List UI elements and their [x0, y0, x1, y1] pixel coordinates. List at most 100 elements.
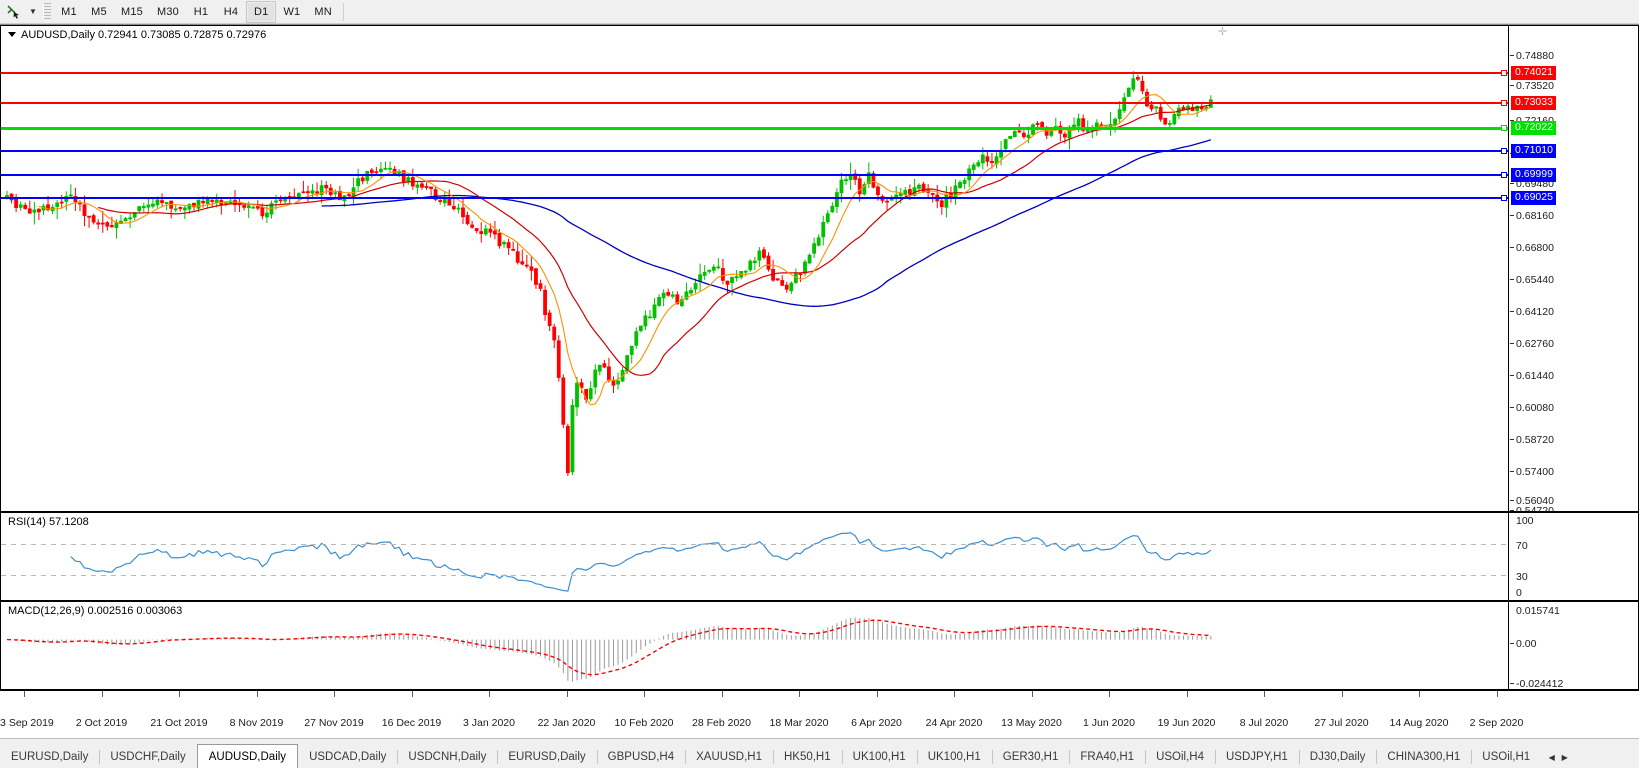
symbol-tab-hk50-h1[interactable]: HK50,H1 [772, 746, 842, 768]
date-tick [334, 691, 335, 697]
date-axis-label: 27 Nov 2019 [304, 717, 364, 729]
price-level-badge[interactable]: 0.69999 [1511, 168, 1556, 182]
tab-scroll-controls[interactable]: ◀ ▶ [1545, 746, 1571, 768]
symbol-tab-xauusd-h1[interactable]: XAUUSD,H1 [685, 746, 773, 768]
symbol-tab-ger30-h1[interactable]: GER30,H1 [991, 746, 1070, 768]
date-axis-label: 3 Jan 2020 [463, 717, 515, 729]
timeframe-m1[interactable]: M1 [61, 5, 77, 18]
date-axis-label: 13 Sep 2019 [0, 717, 54, 729]
timeframe-h4[interactable]: H4 [223, 5, 239, 18]
chart-menu-icon[interactable] [8, 32, 16, 37]
macd-pane[interactable]: MACD(12,26,9) 0.002516 0.003063 0.015741… [0, 601, 1639, 690]
symbol-tab-china300-h1[interactable]: CHINA300,H1 [1376, 746, 1471, 768]
rsi-line-series [70, 532, 1212, 592]
macd-plot[interactable] [1, 602, 1508, 689]
scroll-right-icon[interactable]: ▶ [1561, 752, 1568, 762]
symbol-tab-usoil-h1[interactable]: USOil,H1 [1471, 746, 1541, 768]
date-axis-label: 18 Mar 2020 [769, 717, 829, 729]
date-tick [954, 691, 955, 697]
timeframe-mn[interactable]: MN [314, 5, 332, 18]
timeframe-h1[interactable]: H1 [193, 5, 209, 18]
price-tick-label: 0.73520 [1510, 80, 1554, 92]
symbol-tab-audusd-daily[interactable]: AUDUSD,Daily [196, 744, 299, 768]
price-level-badge[interactable]: 0.74021 [1511, 66, 1556, 80]
date-axis-label: 8 Jul 2020 [1239, 717, 1289, 729]
symbol-tab-fra40-h1[interactable]: FRA40,H1 [1069, 746, 1145, 768]
date-tick [876, 691, 878, 697]
date-axis-label: 27 Jul 2020 [1314, 717, 1369, 729]
symbol-tab-uk100-h1[interactable]: UK100,H1 [916, 746, 992, 768]
date-tick [644, 691, 645, 697]
price-tick-label: 0.57400 [1510, 466, 1554, 478]
symbol-tab-usdchf-daily[interactable]: USDCHF,Daily [99, 746, 196, 768]
price-tick-label: 0.66800 [1510, 242, 1554, 254]
price-axis[interactable]: 0.748800.735200.721600.708400.694800.681… [1508, 26, 1638, 516]
price-tick-label: 0.60080 [1510, 402, 1554, 414]
macd-axis[interactable]: 0.015741 0.00 -0.024412 [1508, 602, 1638, 689]
date-tick [489, 691, 490, 697]
symbol-tab-gbpusd-h4[interactable]: GBPUSD,H4 [596, 746, 685, 768]
timeframe-m5[interactable]: M5 [91, 5, 107, 18]
resistance-line-2[interactable] [1, 100, 1508, 106]
rsi-pane-title: RSI(14) 57.1208 [8, 516, 89, 528]
resistance-line-1[interactable] [1, 70, 1508, 76]
date-axis-label: 6 Apr 2020 [851, 717, 902, 729]
date-axis[interactable]: 13 Sep 2019 2 Oct 2019 21 Oct 2019 8 Nov 20… [0, 690, 1639, 739]
price-level-badge[interactable]: 0.71010 [1511, 144, 1556, 158]
timeframe-w1[interactable]: W1 [283, 5, 301, 18]
date-tick [1031, 691, 1033, 697]
price-pane-title: AUDUSD,Daily 0.72941 0.73085 0.72875 0.7… [8, 29, 266, 41]
price-tick-label: 0.74880 [1510, 50, 1554, 62]
rsi-tick-label: 30 [1516, 571, 1528, 583]
timeframe-d1[interactable]: D1 [246, 0, 277, 23]
date-axis-label: 2 Oct 2019 [75, 717, 128, 729]
support-line-3[interactable] [1, 195, 1508, 201]
timeframe-m30[interactable]: M30 [157, 5, 179, 18]
price-level-badge[interactable]: 0.69025 [1511, 191, 1556, 205]
price-plot[interactable]: ✛ [1, 26, 1508, 511]
macd-tick-label: 0.015741 [1516, 605, 1560, 617]
support-line-1[interactable] [1, 148, 1508, 154]
crosshair-cursor-icon[interactable] [0, 1, 26, 23]
date-tick [566, 691, 568, 697]
symbol-tab-dj30-daily[interactable]: DJ30,Daily [1298, 746, 1377, 768]
rsi-axis[interactable]: 100 70 30 0 [1508, 513, 1638, 600]
date-tick [799, 691, 800, 697]
rsi-tick-label: 70 [1516, 540, 1528, 552]
price-level-badge[interactable]: 0.73033 [1511, 96, 1556, 110]
pivot-line[interactable] [1, 125, 1508, 131]
symbol-tab-usoil-h4[interactable]: USOil,H4 [1145, 746, 1215, 768]
symbol-tab-uk100-h1[interactable]: UK100,H1 [841, 746, 917, 768]
symbol-tab-bar: EURUSD,Daily USDCHF,Daily AUDUSD,Daily USDC… [0, 738, 1639, 768]
macd-histogram-series [6, 617, 1212, 682]
price-tick-label: 0.68160 [1510, 210, 1554, 222]
symbol-tab-usdjpy-h1[interactable]: USDJPY,H1 [1215, 746, 1299, 768]
date-tick [101, 691, 103, 697]
price-tick-label: 0.69480 [1510, 178, 1554, 190]
toolbar-grip[interactable] [43, 2, 51, 21]
symbol-tab-eurusd-daily[interactable]: EURUSD,Daily [11, 751, 89, 763]
price-tick-label: 0.65440 [1510, 274, 1554, 286]
symbol-tab-usdcad-daily[interactable]: USDCAD,Daily [309, 751, 387, 763]
date-axis-label: 14 Aug 2020 [1389, 717, 1449, 729]
date-axis-label: 21 Oct 2019 [150, 717, 208, 729]
scroll-left-icon[interactable]: ◀ [1548, 752, 1555, 762]
symbol-tab-eurusd-daily[interactable]: EURUSD,Daily [497, 746, 596, 768]
price-tick-label: 0.62760 [1510, 338, 1554, 350]
date-tick [179, 691, 180, 697]
date-axis-label: 1 Jun 2020 [1083, 717, 1135, 729]
rsi-pane[interactable]: RSI(14) 57.1208 100 70 30 0 [0, 512, 1639, 601]
rsi-tick-label: 0 [1516, 587, 1522, 599]
price-level-badge[interactable]: 0.72022 [1511, 121, 1556, 135]
rsi-plot[interactable] [1, 513, 1508, 600]
date-tick [256, 691, 258, 697]
price-pane[interactable]: AUDUSD,Daily 0.72941 0.73085 0.72875 0.7… [0, 25, 1639, 516]
date-tick [1419, 691, 1420, 697]
timeframe-m15[interactable]: M15 [121, 5, 143, 18]
chevron-down-icon[interactable]: ▼ [29, 7, 37, 16]
date-tick [24, 691, 25, 697]
support-line-2[interactable] [1, 172, 1508, 178]
price-tick-label: 0.58720 [1510, 434, 1554, 446]
symbol-tab-usdcnh-daily[interactable]: USDCNH,Daily [397, 746, 497, 768]
